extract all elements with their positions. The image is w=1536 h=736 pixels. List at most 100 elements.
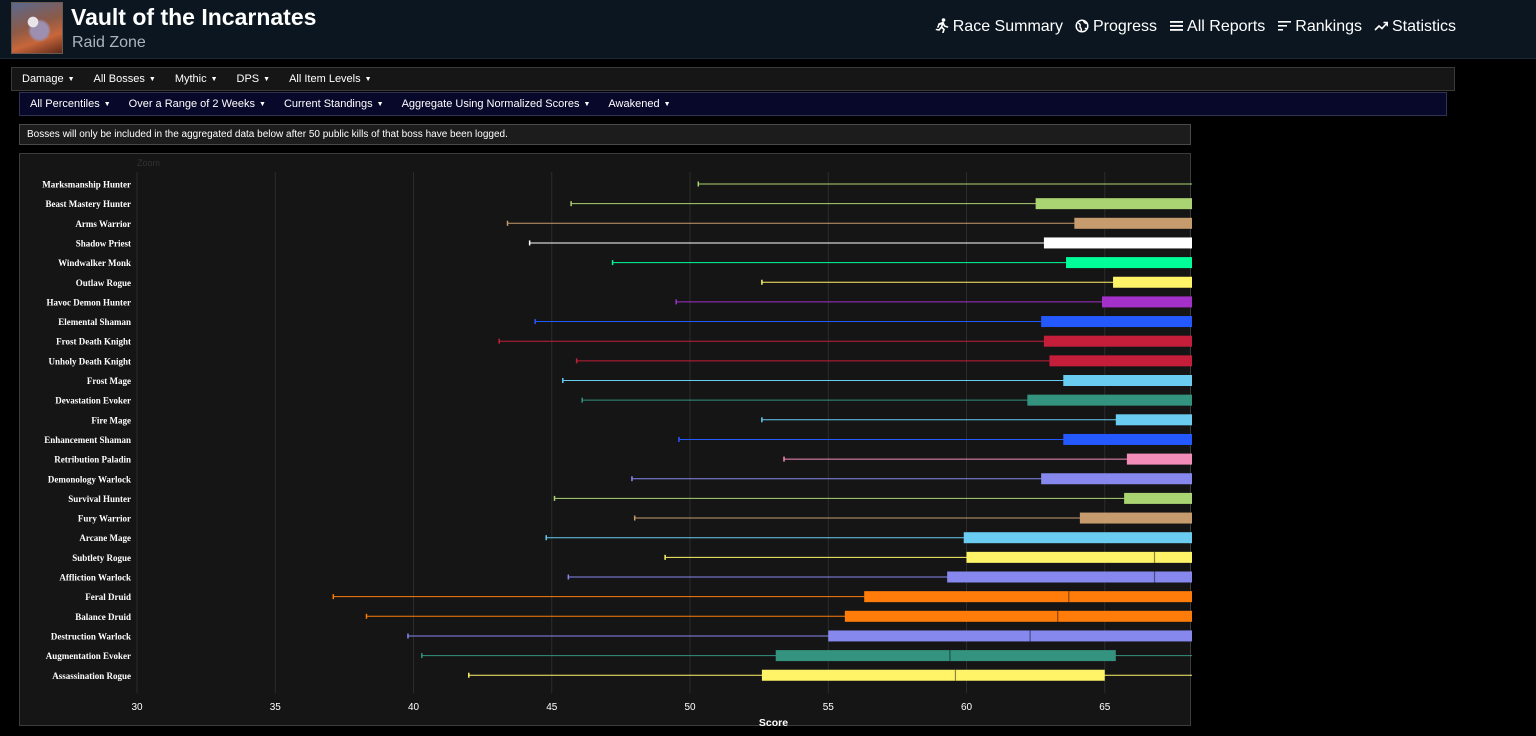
x-tick-label: 30 (131, 702, 143, 713)
nav-all-reports[interactable]: All Reports (1169, 18, 1265, 36)
box (1043, 237, 1192, 249)
aggregation-notice: Bosses will only be included in the aggr… (19, 124, 1191, 145)
category-label: Arcane Mage (79, 533, 131, 543)
top-nav: Race Summary Progress All Reports Rankin… (935, 18, 1456, 36)
box (1074, 217, 1192, 229)
category-label: Shadow Priest (76, 238, 131, 248)
category-label: Subtlety Rogue (72, 553, 131, 563)
metric-dropdown[interactable]: Damage ▼ (22, 73, 75, 85)
primary-filter-bar: Damage ▼ All Bosses ▼ Mythic ▼ DPS ▼ All Ite… (11, 67, 1455, 91)
category-label: Fury Warrior (78, 514, 131, 524)
category-label: Enhancement Shaman (44, 435, 131, 445)
category-label: Assassination Rogue (52, 671, 131, 681)
x-tick-label: 60 (961, 702, 973, 713)
nav-statistics-label: Statistics (1391, 18, 1456, 35)
category-label: Destruction Warlock (51, 631, 131, 641)
standings-dropdown-label: Current Standings (283, 98, 373, 110)
zone-icon (11, 2, 63, 54)
box (1063, 433, 1192, 445)
boxplot-chart: Marksmanship Hunter Beast Mastery Hunter A… (42, 172, 1192, 727)
box (844, 610, 1192, 622)
box (1063, 375, 1192, 386)
box (1066, 257, 1192, 269)
metric-dropdown-label: Damage (22, 73, 64, 85)
chevron-down-icon: ▼ (259, 101, 266, 108)
aggregate-dropdown[interactable]: Aggregate Using Normalized Scores ▼ (402, 98, 591, 110)
role-dropdown-label: DPS (236, 73, 260, 85)
nav-progress-label: Progress (1093, 18, 1158, 35)
nav-race-summary[interactable]: Race Summary (935, 18, 1063, 36)
nav-statistics[interactable]: Statistics (1374, 18, 1456, 36)
category-label: Affliction Warlock (59, 573, 131, 583)
role-dropdown[interactable]: DPS ▼ (237, 73, 271, 85)
chevron-down-icon: ▼ (663, 101, 671, 108)
percentile-dropdown[interactable]: All Percentiles ▼ (30, 98, 111, 110)
box (828, 630, 1192, 642)
chevron-down-icon: ▼ (103, 101, 111, 108)
awakened-dropdown[interactable]: Awakened ▼ (608, 98, 670, 110)
box (1049, 355, 1192, 367)
standings-dropdown[interactable]: Current Standings ▼ (284, 98, 384, 110)
x-tick-label: 65 (1099, 702, 1111, 713)
nav-rankings-label: Rankings (1295, 18, 1362, 35)
box (1035, 198, 1192, 210)
chevron-down-icon: ▼ (210, 76, 218, 83)
box (1027, 394, 1192, 406)
category-label: Feral Druid (85, 592, 131, 602)
difficulty-dropdown-label: Mythic (174, 73, 207, 85)
category-label: Fire Mage (91, 415, 131, 425)
aggregate-dropdown-label: Aggregate Using Normalized Scores (401, 98, 580, 110)
x-tick-label: 40 (408, 702, 420, 713)
globe-icon (1075, 18, 1089, 36)
list-icon (1169, 19, 1183, 35)
box (1079, 512, 1192, 524)
secondary-filter-bar: All Percentiles ▼ Over a Range of 2 Weeks… (19, 92, 1447, 116)
x-tick-label: 50 (684, 702, 696, 713)
category-label: Retribution Paladin (54, 455, 131, 465)
box (1041, 316, 1192, 328)
category-label: Havoc Demon Hunter (47, 297, 132, 307)
category-label: Balance Druid (75, 612, 131, 622)
trend-icon (1374, 19, 1389, 35)
x-tick-label: 55 (823, 702, 835, 713)
nav-progress[interactable]: Progress (1075, 18, 1157, 36)
awakened-dropdown-label: Awakened (608, 98, 660, 110)
category-label: Outlaw Rogue (76, 278, 131, 288)
nav-all-reports-label: All Reports (1187, 18, 1266, 35)
box (1115, 414, 1192, 426)
nav-race-summary-label: Race Summary (952, 18, 1063, 35)
box (1043, 335, 1192, 347)
category-label: Marksmanship Hunter (42, 180, 131, 190)
category-label: Demonology Warlock (48, 474, 131, 484)
percentile-dropdown-label: All Percentiles (30, 98, 100, 110)
chevron-down-icon: ▼ (364, 76, 372, 83)
range-dropdown[interactable]: Over a Range of 2 Weeks ▼ (129, 98, 266, 110)
box (1113, 276, 1192, 288)
rankings-icon (1277, 19, 1291, 35)
nav-rankings[interactable]: Rankings (1277, 18, 1362, 36)
box (1126, 453, 1192, 465)
category-label: Devastation Evoker (55, 396, 131, 406)
category-label: Frost Death Knight (56, 337, 131, 347)
boss-dropdown[interactable]: All Bosses ▼ (94, 73, 156, 85)
chevron-down-icon: ▼ (263, 76, 271, 83)
chevron-down-icon: ▼ (148, 76, 156, 83)
running-icon (935, 18, 949, 36)
box (1124, 492, 1192, 504)
category-label: Survival Hunter (68, 494, 131, 504)
zone-title: Vault of the Incarnates (71, 4, 317, 30)
item-level-dropdown-label: All Item Levels (289, 73, 361, 85)
category-label: Arms Warrior (75, 219, 131, 229)
boss-dropdown-label: All Bosses (93, 73, 145, 85)
difficulty-dropdown[interactable]: Mythic ▼ (175, 73, 218, 85)
boxplot-chart-panel: Zoom Marksmanship Hunter Beast Mastery Hu… (19, 153, 1192, 727)
x-tick-label: 35 (270, 702, 282, 713)
range-dropdown-label: Over a Range of 2 Weeks (128, 98, 256, 110)
category-label: Beast Mastery Hunter (46, 199, 131, 209)
box (947, 571, 1192, 583)
box (1041, 473, 1192, 485)
box (963, 532, 1192, 544)
item-level-dropdown[interactable]: All Item Levels ▼ (289, 73, 371, 85)
category-label: Elemental Shaman (58, 317, 131, 327)
category-label: Augmentation Evoker (46, 651, 131, 661)
